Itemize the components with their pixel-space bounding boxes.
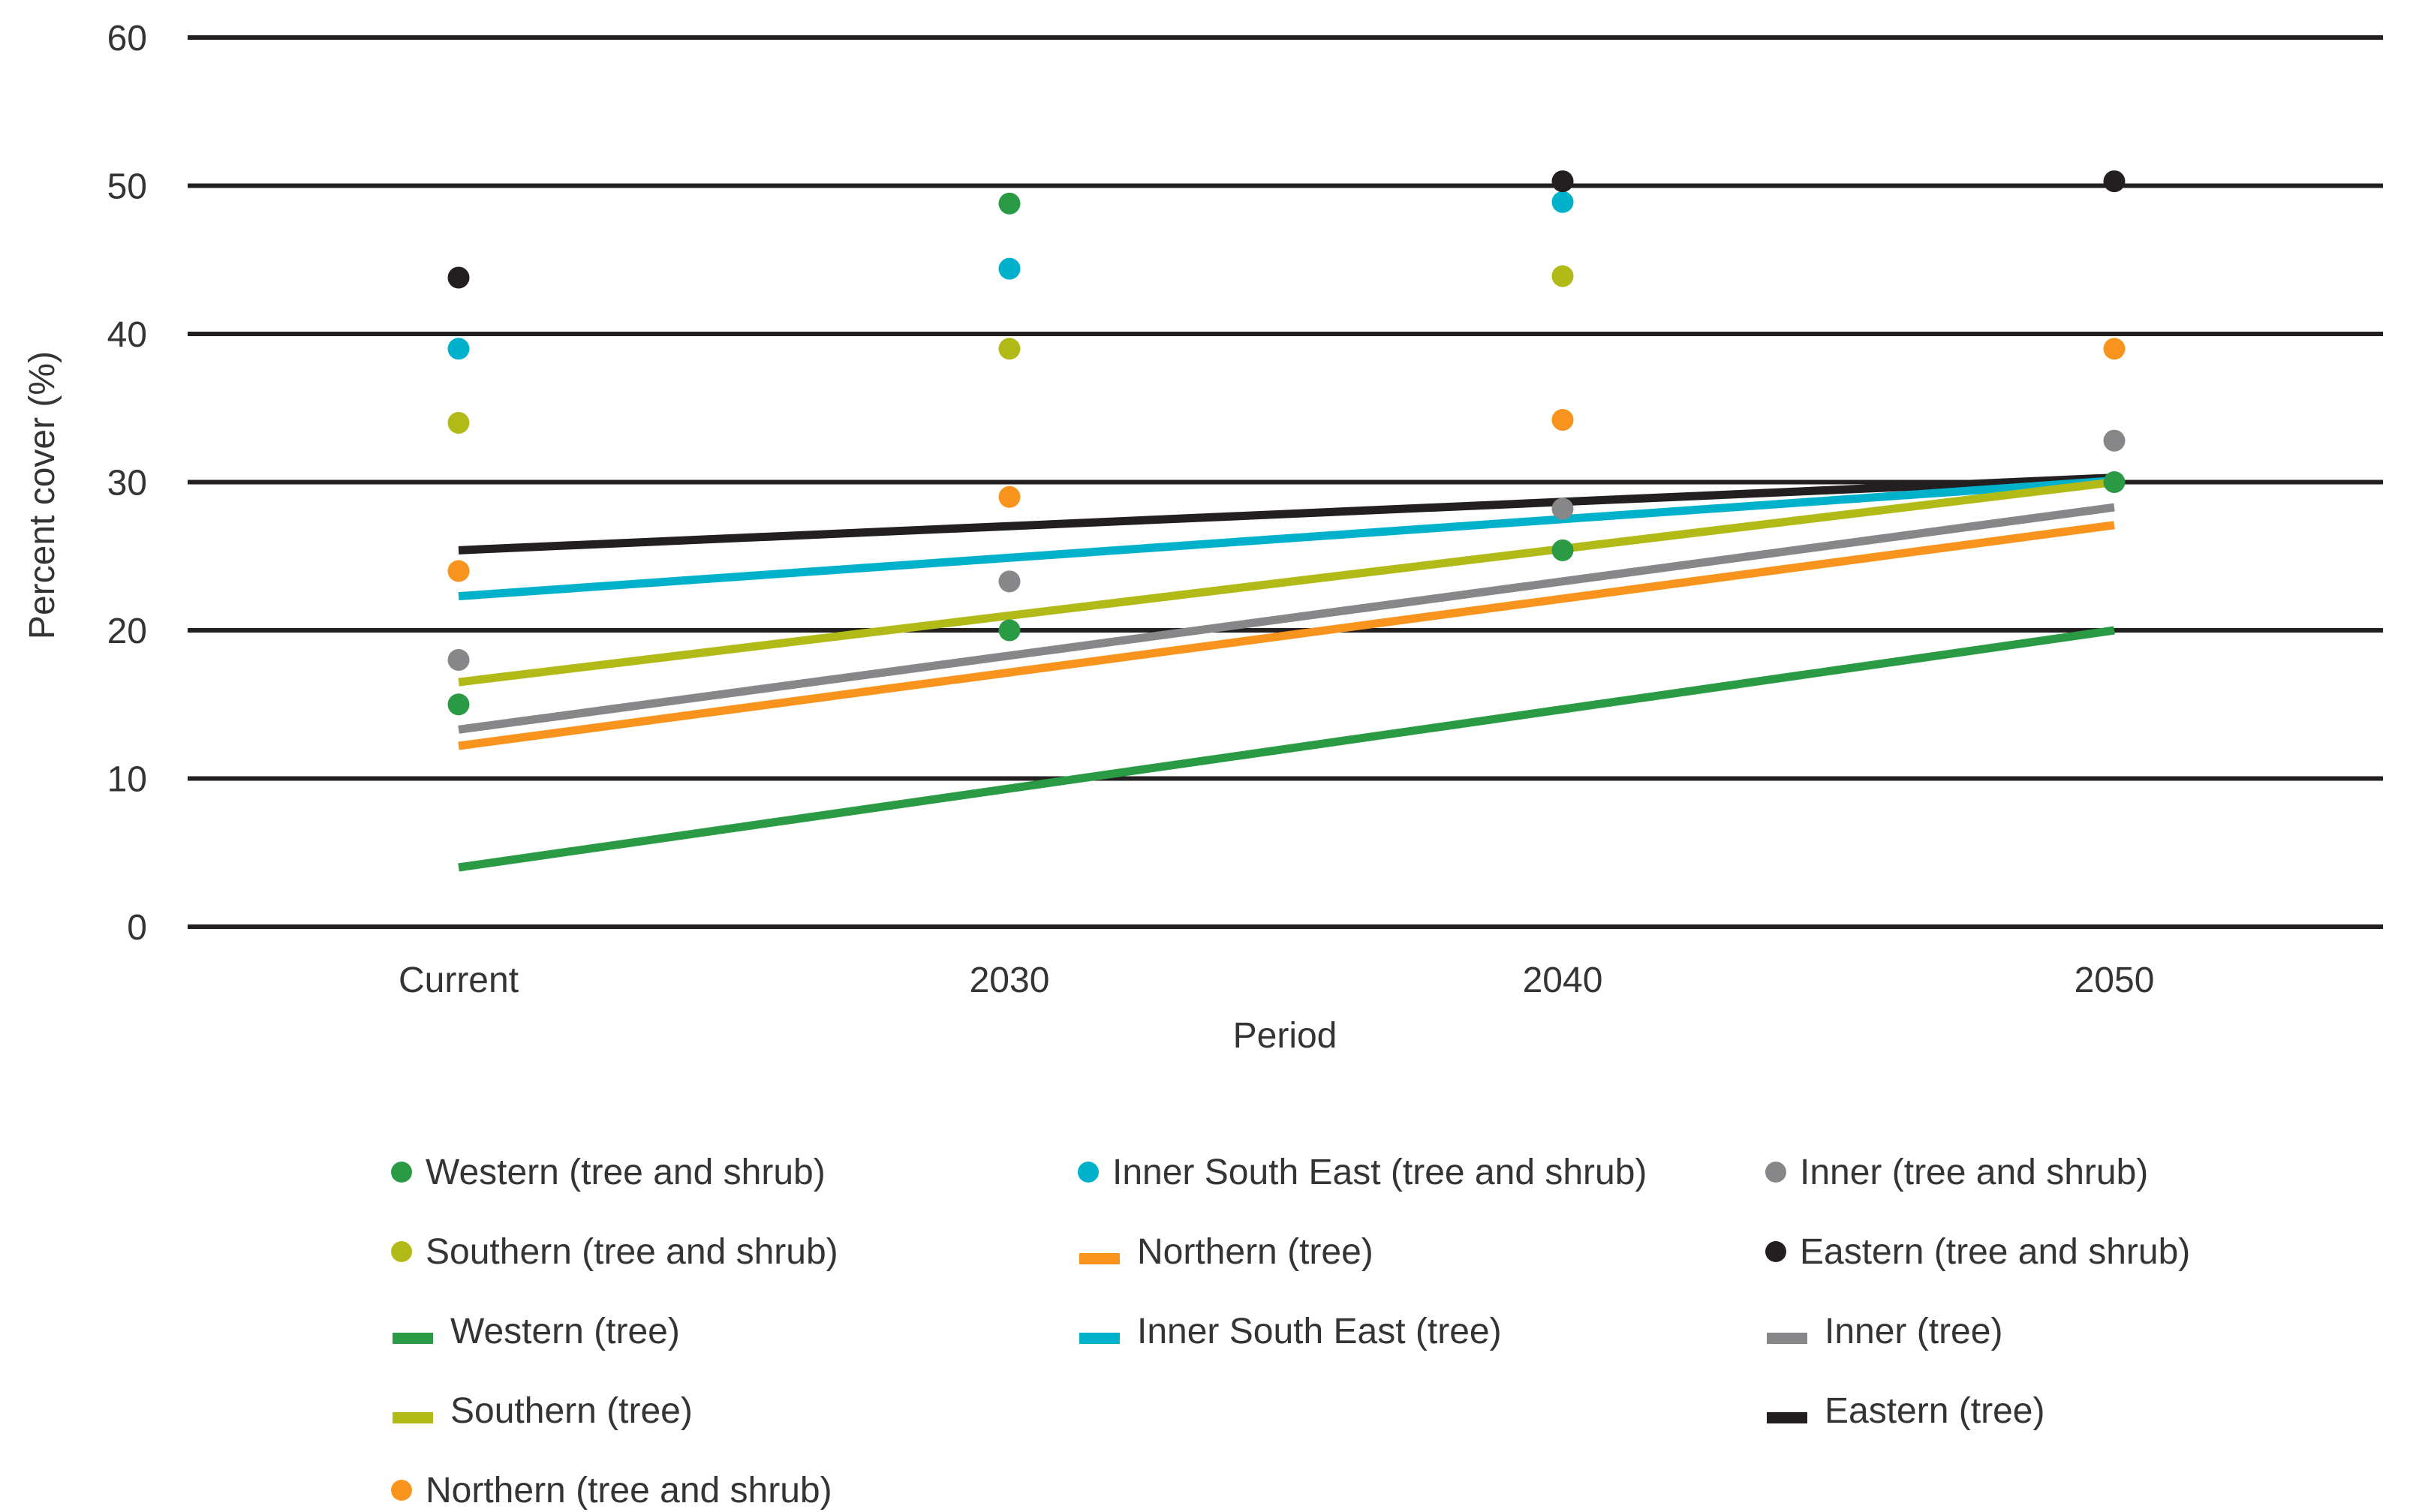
line-southern-tree- xyxy=(458,478,2115,687)
legend-dot-icon xyxy=(1765,1241,1786,1262)
y-axis-title: Percent cover (%) xyxy=(23,351,62,639)
dot-western-tree-and-shrub-current xyxy=(447,693,470,716)
y-axis-tick-labels: 0 10 20 30 40 50 60 xyxy=(107,19,147,948)
legend-label: Inner (tree) xyxy=(1825,1312,2002,1351)
x-axis-title: Period xyxy=(1233,1016,1337,1056)
dot-southern-tree-and-shrub-2040 xyxy=(1551,265,1574,287)
legend-dot-icon xyxy=(391,1162,412,1183)
dot-inner-tree-and-shrub-2040 xyxy=(1551,497,1574,520)
legend-label: Inner (tree and shrub) xyxy=(1800,1153,2148,1192)
legend-label: Western (tree and shrub) xyxy=(426,1153,826,1192)
y-tick-label-50: 50 xyxy=(107,167,147,207)
y-tick-label-30: 30 xyxy=(107,464,147,503)
legend-label: Southern (tree) xyxy=(450,1391,693,1431)
x-axis-tick-labels: Current 2030 2040 2050 xyxy=(399,960,2154,1000)
dot-inner-south-east-tree-and-shrub-current xyxy=(447,338,470,360)
dot-inner-tree-and-shrub-2050 xyxy=(2103,429,2126,452)
legend-dot-icon xyxy=(1078,1162,1099,1183)
legend-dot-icon xyxy=(391,1480,412,1501)
dot-inner-tree-and-shrub-2030 xyxy=(998,570,1021,593)
legend-line-icon xyxy=(1767,1333,1807,1344)
x-tick-label-Current: Current xyxy=(399,960,519,1000)
dot-western-tree-and-shrub-2030 xyxy=(998,619,1021,642)
line-inner-tree- xyxy=(458,503,2115,734)
legend-dot-icon xyxy=(1765,1162,1786,1183)
legend-line-icon xyxy=(393,1333,433,1344)
dot-eastern-tree-and-shrub-2050 xyxy=(2103,170,2126,193)
legend-label: Inner South East (tree) xyxy=(1137,1312,1502,1351)
dot-eastern-tree-and-shrub-current xyxy=(447,266,470,289)
legend-line-icon xyxy=(1079,1333,1120,1344)
tree-line-series-group xyxy=(458,473,2115,872)
dot-northern-tree-and-shrub-2030 xyxy=(998,485,1021,508)
legend-label: Western (tree) xyxy=(450,1312,680,1351)
line-eastern-tree- xyxy=(458,473,2115,555)
dot-northern-tree-and-shrub-current xyxy=(447,560,470,582)
dot-green-dot-shown-at-2030-2030 xyxy=(998,192,1021,215)
gridlines-group xyxy=(188,35,2383,929)
dot-inner-south-east-tree-and-shrub-2040 xyxy=(1551,191,1574,213)
dot-inner-south-east-tree-and-shrub-2030 xyxy=(998,257,1021,280)
dot-southern-tree-and-shrub-current xyxy=(447,412,470,434)
legend-line-icon xyxy=(1079,1253,1120,1264)
dot-southern-tree-and-shrub-2030 xyxy=(998,338,1021,360)
y-tick-label-40: 40 xyxy=(107,315,147,355)
legend-label: Southern (tree and shrub) xyxy=(426,1232,838,1272)
tree-and-shrub-dot-series-group xyxy=(447,170,2126,716)
legend-group: Western (tree and shrub) Southern (tree a… xyxy=(391,1153,2190,1510)
x-tick-label-2040: 2040 xyxy=(1523,960,1603,1000)
line-northern-tree- xyxy=(458,521,2115,750)
legend-label: Northern (tree and shrub) xyxy=(426,1471,832,1510)
y-tick-label-60: 60 xyxy=(107,19,147,59)
dot-northern-tree-and-shrub-2040 xyxy=(1551,409,1574,431)
line-inner-south-east-tree- xyxy=(458,476,2115,601)
legend-label: Eastern (tree) xyxy=(1825,1391,2044,1431)
legend-label: Inner South East (tree and shrub) xyxy=(1112,1153,1647,1192)
dot-eastern-tree-and-shrub-2040 xyxy=(1551,170,1574,193)
dot-inner-tree-and-shrub-current xyxy=(447,649,470,671)
legend-line-icon xyxy=(1767,1412,1807,1423)
y-tick-label-0: 0 xyxy=(127,908,147,948)
legend-label: Northern (tree) xyxy=(1137,1232,1373,1272)
y-tick-label-10: 10 xyxy=(107,760,147,800)
legend-line-icon xyxy=(393,1412,433,1423)
dot-western-tree-and-shrub-2050 xyxy=(2103,471,2126,493)
dot-western-tree-and-shrub-2040 xyxy=(1551,539,1574,561)
y-tick-label-20: 20 xyxy=(107,612,147,651)
x-tick-label-2030: 2030 xyxy=(970,960,1050,1000)
legend-label: Eastern (tree and shrub) xyxy=(1800,1232,2190,1272)
line-western-tree- xyxy=(458,626,2115,872)
dot-northern-tree-and-shrub-2050 xyxy=(2103,338,2126,360)
x-tick-label-2050: 2050 xyxy=(2075,960,2155,1000)
legend-dot-icon xyxy=(391,1241,412,1262)
